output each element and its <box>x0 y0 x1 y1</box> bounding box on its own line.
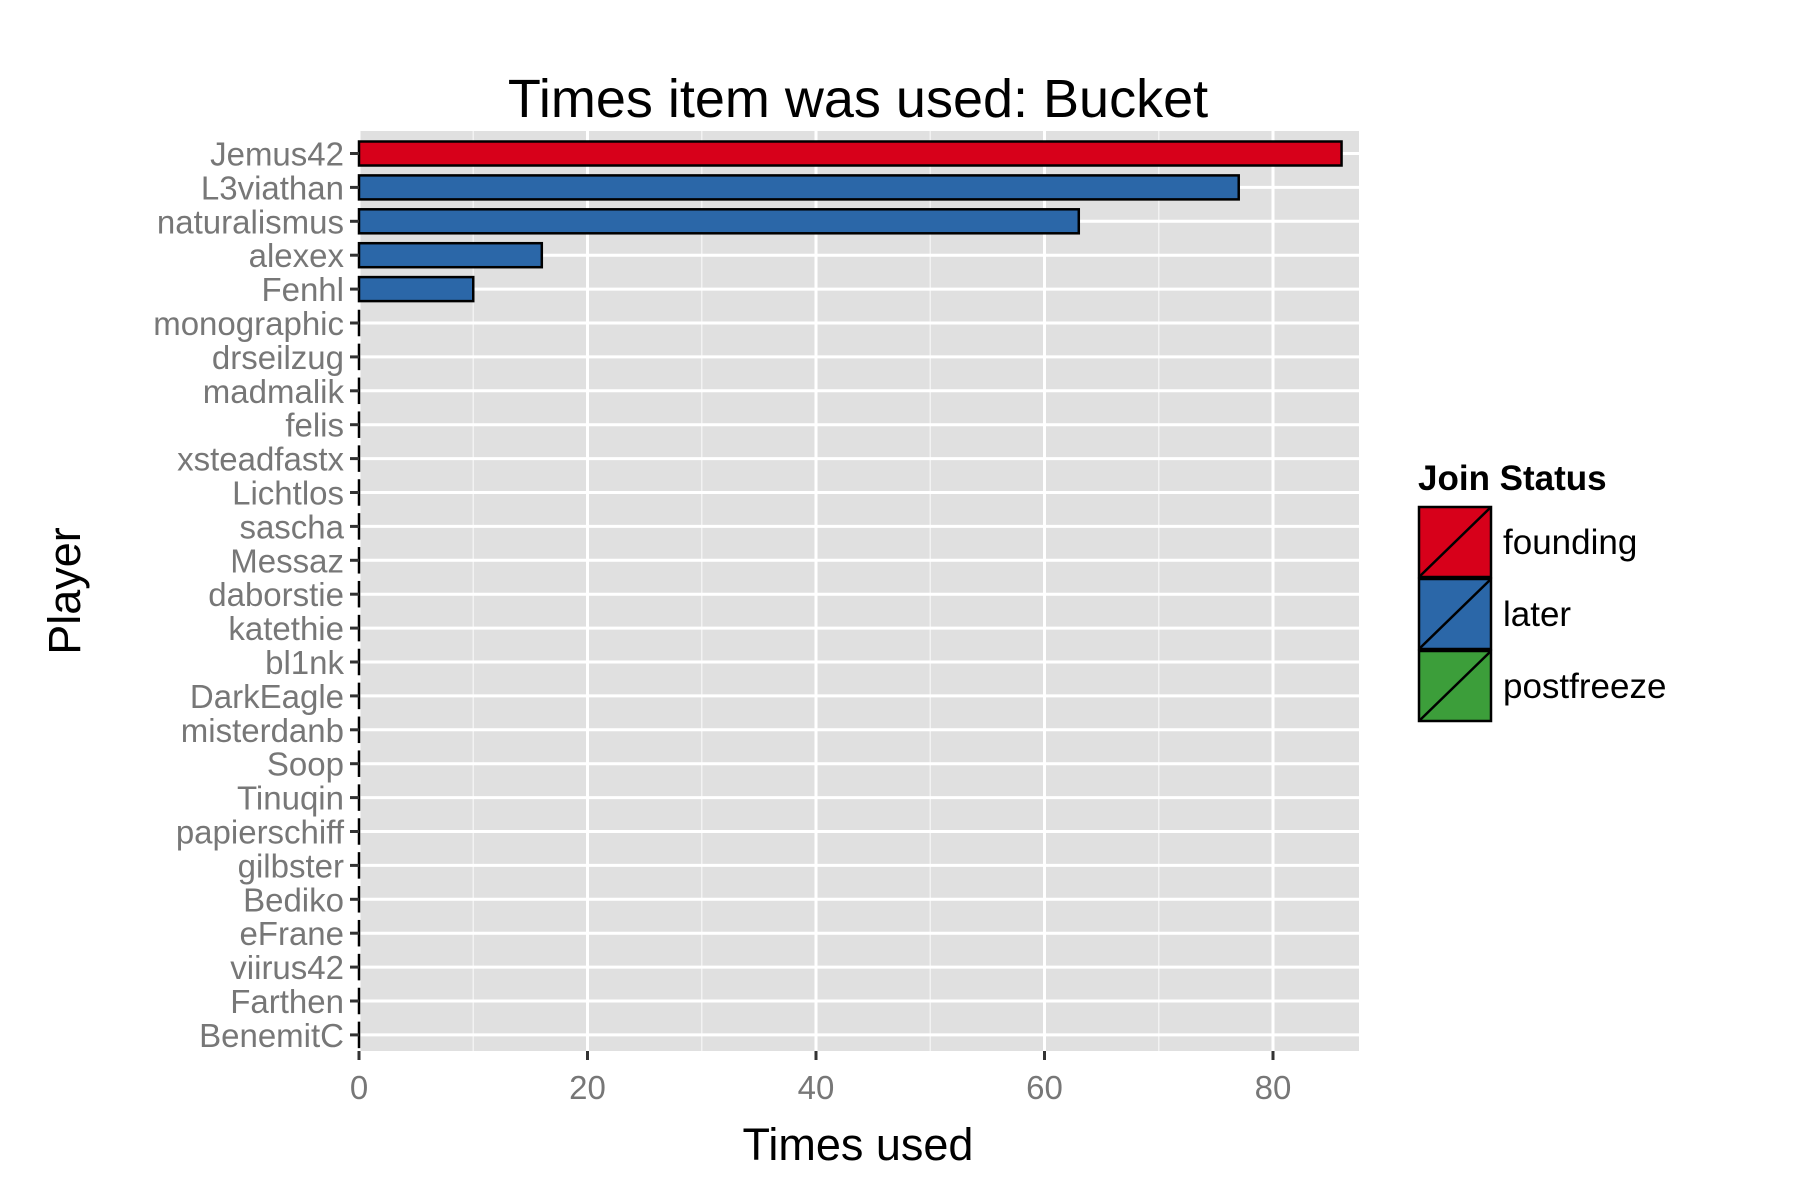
y-tick-label: BenemitC <box>199 1017 344 1054</box>
y-tick-label: katethie <box>228 610 344 647</box>
y-tick-label: L3viathan <box>201 169 344 206</box>
bar <box>357 174 1240 201</box>
y-axis-title: Player <box>39 527 90 655</box>
bar <box>357 208 1081 235</box>
y-tick-label: xsteadfastx <box>177 441 344 478</box>
legend-label: postfreeze <box>1503 667 1666 706</box>
x-tick-label: 40 <box>798 1069 835 1106</box>
legend-label: later <box>1503 595 1571 634</box>
y-tick-label: Farthen <box>230 983 344 1020</box>
y-tick-label: monographic <box>153 305 344 342</box>
x-tick-label: 0 <box>350 1069 368 1106</box>
y-tick-label: DarkEagle <box>190 678 344 715</box>
y-tick-label: daborstie <box>208 576 344 613</box>
y-tick-label: papierschiff <box>176 814 345 851</box>
y-tick-label: viirus42 <box>230 949 344 986</box>
y-tick-label: Soop <box>267 746 344 783</box>
y-tick-label: felis <box>285 407 344 444</box>
y-tick-label: eFrane <box>239 915 344 952</box>
x-axis: 0 20 40 60 80 <box>350 1051 1292 1106</box>
legend-key-slash <box>1418 650 1492 722</box>
bar <box>357 140 1343 167</box>
chart-title: Times item was used: Bucket <box>508 69 1208 129</box>
y-tick-label: Lichtlos <box>232 475 344 512</box>
x-axis-title: Times used <box>743 1119 974 1170</box>
y-tick-label: drseilzug <box>212 339 344 376</box>
y-tick-label: sascha <box>239 508 344 545</box>
x-tick-label: 60 <box>1026 1069 1063 1106</box>
legend-title: Join Status <box>1418 459 1607 498</box>
y-tick-label: bl1nk <box>265 644 344 681</box>
y-tick-label: madmalik <box>203 373 345 410</box>
y-tick-label: alexex <box>249 237 345 274</box>
y-tick-label: Messaz <box>230 542 344 579</box>
x-tick-label: 20 <box>569 1069 606 1106</box>
y-tick-label: misterdanb <box>181 712 344 749</box>
y-axis: Jemus42L3viathannaturalismusalexexFenhlm… <box>153 136 359 1054</box>
y-tick-label: Bediko <box>243 881 344 918</box>
y-tick-label: naturalismus <box>157 203 344 240</box>
y-tick-label: Fenhl <box>261 271 344 308</box>
bar <box>357 241 544 269</box>
bar <box>357 275 475 303</box>
y-tick-label: Tinuqin <box>237 780 344 817</box>
y-tick-label: Jemus42 <box>210 136 344 173</box>
legend: Join Status founding later postfreeze <box>1417 459 1666 723</box>
bars <box>357 140 1343 1049</box>
x-tick-label: 80 <box>1255 1069 1292 1106</box>
legend-key-slash <box>1418 506 1492 578</box>
legend-key-slash <box>1418 578 1492 650</box>
plot-panel <box>359 131 1359 1051</box>
legend-label: founding <box>1503 523 1637 562</box>
y-tick-label: gilbster <box>238 847 344 884</box>
